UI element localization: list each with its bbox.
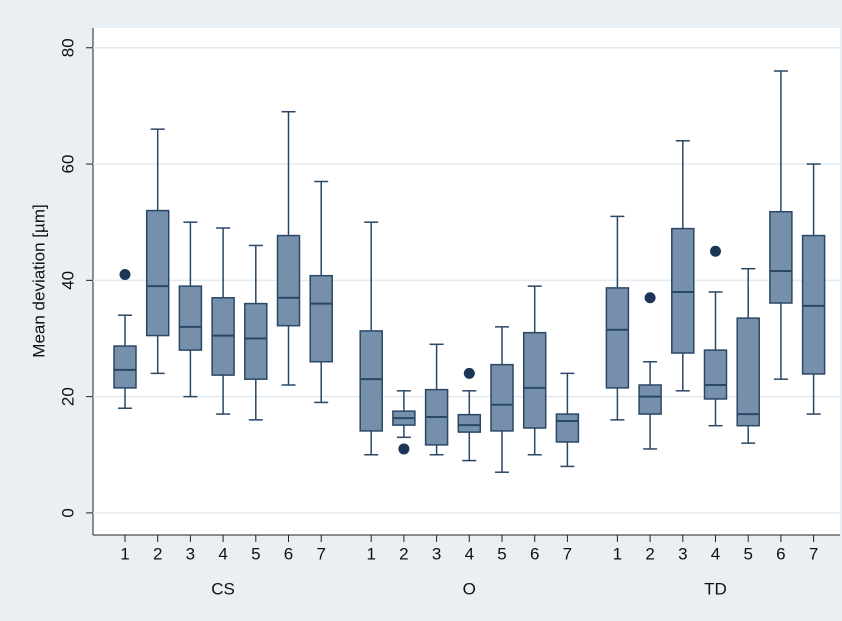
outlier xyxy=(119,269,131,281)
outlier xyxy=(710,245,721,257)
box xyxy=(736,317,760,427)
x-tick-label: 1 xyxy=(120,544,129,563)
y-tick-label: 0 xyxy=(58,508,77,517)
y-tick-label: 80 xyxy=(58,38,77,57)
y-tick-label: 60 xyxy=(58,155,77,174)
box xyxy=(671,227,695,354)
group-label: TD xyxy=(704,579,727,598)
x-tick-label: 4 xyxy=(218,544,227,563)
x-tick-label: 5 xyxy=(743,544,752,563)
box xyxy=(522,331,547,429)
x-tick-label: 7 xyxy=(809,544,818,563)
x-tick-label: 2 xyxy=(153,544,162,563)
box xyxy=(309,274,333,363)
y-tick-label: 20 xyxy=(58,387,77,406)
group-label: CS xyxy=(211,579,235,598)
x-tick-label: 6 xyxy=(530,544,539,563)
x-tick-label: 3 xyxy=(432,544,441,563)
box xyxy=(801,234,826,375)
box xyxy=(769,210,793,304)
box xyxy=(113,345,137,389)
y-axis-label: Mean deviation [µm] xyxy=(29,204,48,357)
box xyxy=(457,413,482,433)
group-label: O xyxy=(463,579,476,598)
outlier xyxy=(644,292,656,304)
x-tick-label: 5 xyxy=(251,544,260,563)
x-tick-label: 2 xyxy=(645,544,654,563)
box xyxy=(244,302,268,380)
box xyxy=(703,349,728,400)
x-tick-label: 5 xyxy=(497,544,506,563)
box xyxy=(178,285,203,351)
y-tick-label: 40 xyxy=(58,271,77,290)
x-tick-label: 6 xyxy=(776,544,785,563)
x-tick-label: 3 xyxy=(678,544,687,563)
x-tick-label: 3 xyxy=(186,544,195,563)
x-tick-label: 4 xyxy=(465,544,474,563)
x-tick-label: 1 xyxy=(613,544,622,563)
x-tick-label: 4 xyxy=(711,544,720,563)
outlier xyxy=(463,367,475,379)
x-tick-label: 1 xyxy=(366,544,375,563)
x-tick-label: 7 xyxy=(563,544,572,563)
x-tick-label: 2 xyxy=(399,544,408,563)
outlier xyxy=(398,443,410,455)
box xyxy=(359,330,383,432)
box xyxy=(490,363,514,432)
plot-area xyxy=(93,28,840,535)
x-tick-label: 7 xyxy=(316,544,325,563)
x-tick-label: 6 xyxy=(284,544,293,563)
box xyxy=(555,413,580,443)
box xyxy=(276,234,301,327)
box xyxy=(145,209,170,337)
box xyxy=(605,287,630,389)
box xyxy=(638,384,662,415)
